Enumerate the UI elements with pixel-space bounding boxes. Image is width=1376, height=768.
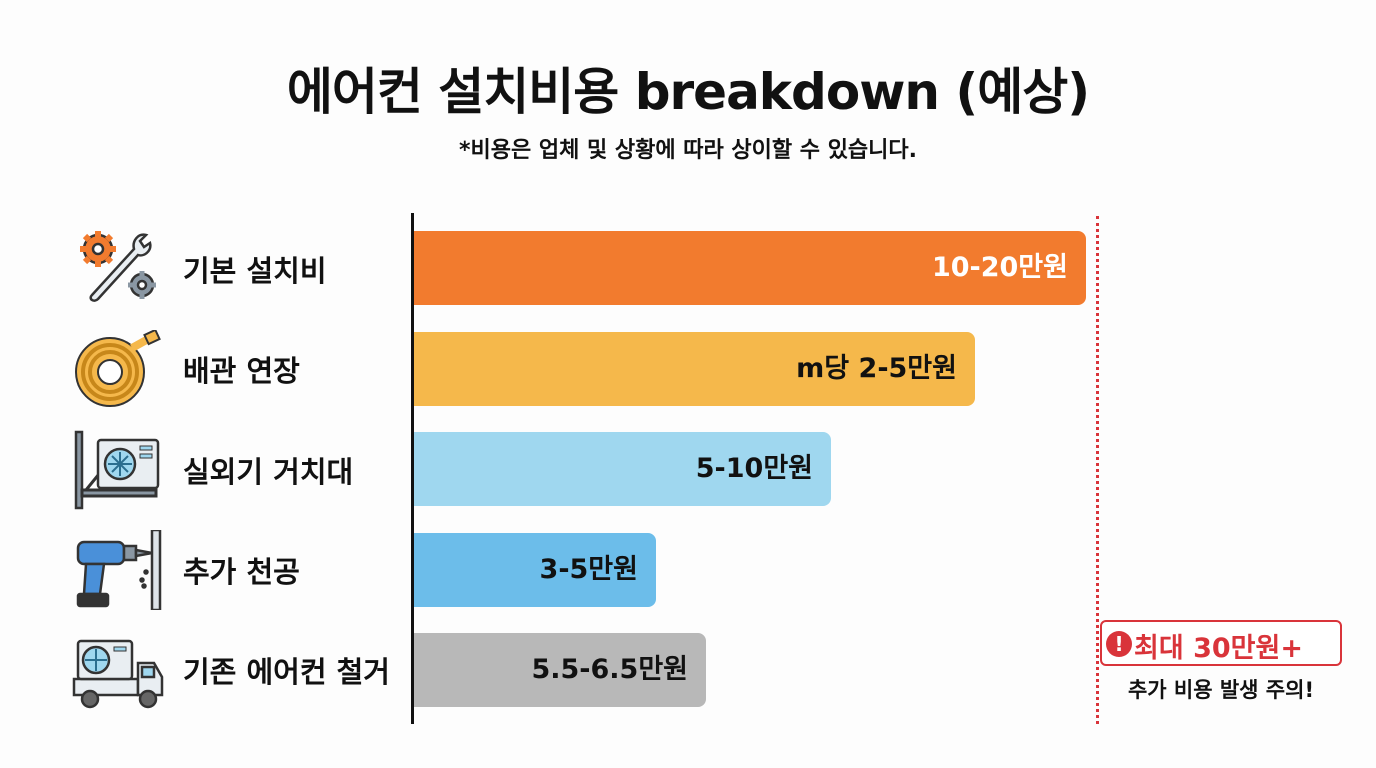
category-label: 배관 연장 xyxy=(183,354,300,388)
outdoor-unit-bracket-icon xyxy=(74,430,160,510)
bar: 5.5-6.5만원 xyxy=(414,633,706,707)
max-cost-label: 최대 30만원+ xyxy=(1134,633,1303,664)
truck-ac-icon xyxy=(72,639,164,709)
bar-value-label: m당 2-5만원 xyxy=(796,353,957,384)
chart-subtitle: *비용은 업체 및 상황에 따라 상이할 수 있습니다. xyxy=(458,138,918,163)
bar: m당 2-5만원 xyxy=(414,332,975,406)
warning-icon: ! xyxy=(1106,631,1132,657)
bar-value-label: 5.5-6.5만원 xyxy=(531,654,688,685)
max-cost-note: 추가 비용 발생 주의! xyxy=(1127,678,1315,702)
bar: 10-20만원 xyxy=(414,231,1086,305)
category-label: 실외기 거치대 xyxy=(183,455,354,489)
bar-value-label: 3-5만원 xyxy=(539,554,638,585)
drill-icon xyxy=(76,530,162,610)
max-cost-line xyxy=(1096,216,1099,724)
bar: 3-5만원 xyxy=(414,533,656,607)
bar-value-label: 5-10만원 xyxy=(695,453,813,484)
category-label: 기본 설치비 xyxy=(183,254,327,288)
chart-title: 에어컨 설치비용 breakdown (예상) xyxy=(286,63,1090,121)
bar-value-label: 10-20만원 xyxy=(931,252,1068,283)
y-axis-line xyxy=(411,213,414,724)
category-label: 기존 에어컨 철거 xyxy=(183,655,390,689)
category-label: 추가 천공 xyxy=(183,555,300,589)
hose-coil-icon xyxy=(75,330,161,407)
max-cost-callout: ! 최대 30만원+ xyxy=(1100,620,1342,666)
bar: 5-10만원 xyxy=(414,432,831,506)
gears-wrench-icon xyxy=(80,231,156,302)
